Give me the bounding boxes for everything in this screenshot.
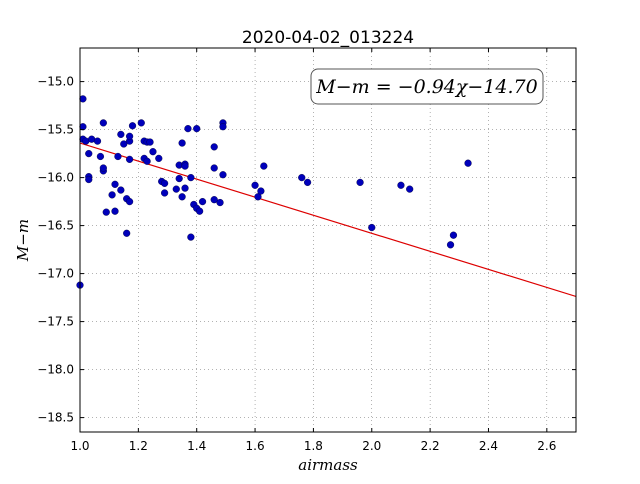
data-point [128, 122, 137, 130]
x-tick-label: 1.4 [187, 439, 206, 453]
data-point [79, 123, 87, 131]
data-point [446, 241, 455, 249]
data-point [161, 189, 169, 197]
y-tick-label: −16.5 [37, 219, 74, 233]
data-point [251, 181, 259, 189]
data-point [79, 95, 87, 103]
data-point [149, 148, 157, 156]
data-point [464, 159, 472, 167]
data-point [210, 143, 218, 151]
y-tick-label: −15.5 [37, 123, 74, 137]
data-point [143, 157, 151, 165]
data-point [187, 174, 195, 182]
data-point [449, 231, 458, 239]
data-point [102, 208, 110, 216]
data-point [117, 186, 125, 194]
ticks-layer: 1.0 1.2 1.4 1.6 1.8 2.0 2.2 2.4 2.6 −15.0 −15.5 −16… [37, 48, 576, 453]
points-layer [76, 95, 472, 289]
y-tick-label: −16.0 [37, 171, 74, 185]
fit-line-layer [80, 142, 576, 298]
data-point [178, 139, 186, 147]
x-tick-label: 1.6 [246, 439, 265, 453]
data-point [303, 178, 312, 187]
data-point [193, 125, 201, 133]
data-point [161, 179, 169, 187]
data-point [99, 119, 107, 127]
x-tick-label: 2.2 [421, 439, 440, 453]
data-point [126, 155, 134, 163]
data-point [181, 184, 189, 192]
grid-layer [79, 48, 576, 432]
x-tick-label: 2.6 [537, 439, 556, 453]
data-point [137, 119, 145, 127]
data-point [172, 185, 180, 193]
x-tick-label: 1.0 [70, 439, 89, 453]
data-point [108, 191, 116, 199]
data-point [210, 164, 218, 172]
data-point [96, 152, 105, 161]
y-tick-label: −15.0 [37, 75, 74, 89]
y-tick-label: −17.0 [37, 267, 74, 281]
data-point [254, 193, 262, 201]
y-tick-label: −18.0 [37, 363, 74, 377]
data-point [368, 223, 376, 232]
x-tick-label: 2.0 [362, 439, 381, 453]
x-tick-label: 2.4 [479, 439, 498, 453]
data-point [397, 181, 405, 189]
data-point [216, 198, 224, 207]
data-point [175, 174, 183, 183]
data-point [123, 229, 131, 237]
data-point [298, 174, 306, 182]
chart-title: 2020-04-02_013224 [242, 28, 414, 48]
data-point [260, 162, 268, 170]
y-tick-label: −18.5 [37, 411, 74, 425]
data-point [181, 162, 189, 170]
data-point [406, 185, 414, 193]
data-point [120, 140, 128, 148]
data-point [198, 198, 207, 206]
fit-equation-text: M−m = −0.94χ−14.70 [315, 76, 537, 98]
x-tick-label: 1.2 [129, 439, 148, 453]
data-point [146, 138, 154, 146]
x-axis-label: airmass [298, 456, 358, 474]
data-point [85, 175, 93, 184]
data-point [111, 207, 119, 215]
data-point [93, 137, 102, 145]
axes-frame [79, 47, 577, 433]
data-point [111, 180, 119, 188]
y-tick-label: −17.5 [37, 315, 74, 329]
data-point [117, 130, 125, 139]
data-point [85, 150, 93, 158]
x-tick-label: 1.8 [304, 439, 323, 453]
data-point [257, 187, 265, 195]
data-point [196, 207, 204, 215]
data-point [184, 125, 192, 133]
data-point [126, 198, 134, 206]
y-axis-label: M−m [14, 219, 32, 262]
data-point [178, 193, 186, 201]
data-point [219, 123, 227, 131]
data-point [356, 178, 364, 187]
fit-equation-box: M−m = −0.94χ−14.70 [310, 68, 544, 105]
data-point [219, 171, 227, 179]
data-point [187, 233, 195, 241]
data-point [155, 154, 163, 163]
data-point [126, 132, 134, 140]
fit-line [80, 142, 576, 298]
data-point [99, 164, 107, 172]
data-point [114, 152, 122, 161]
data-point [210, 196, 218, 204]
